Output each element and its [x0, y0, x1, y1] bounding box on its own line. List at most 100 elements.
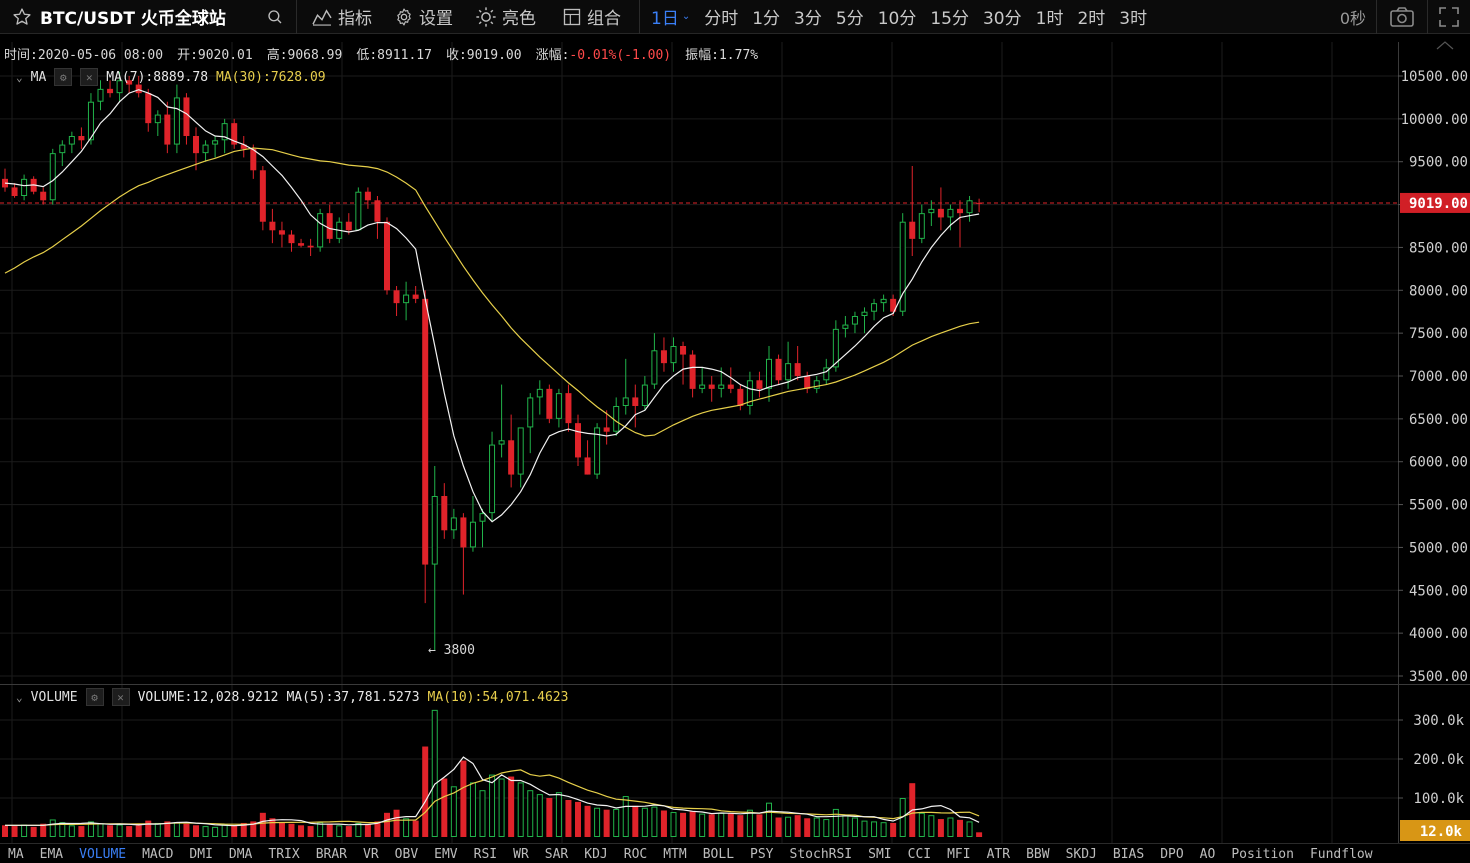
indicator-bbw[interactable]: BBW: [1026, 846, 1050, 862]
candle: [450, 508, 457, 539]
volume-bar: [670, 812, 677, 837]
indicator-stochrsi[interactable]: StochRSI: [789, 846, 853, 862]
camera-icon[interactable]: [1377, 6, 1427, 28]
toolbar: BTC/USDT 火币全球站 指标 设置 亮色 组合 1日 ⌄ 分时: [0, 0, 1470, 34]
indicator-boll[interactable]: BOLL: [702, 846, 735, 862]
fullscreen-icon[interactable]: [1428, 6, 1470, 28]
interval-10m[interactable]: 10分: [871, 0, 924, 34]
price-axis-label: 6500.00: [1409, 412, 1468, 428]
volume-bar: [928, 815, 935, 837]
candle-body: [403, 294, 410, 304]
indicator-dma[interactable]: DMA: [228, 846, 253, 862]
candle: [775, 354, 782, 385]
indicator-rsi[interactable]: RSI: [473, 846, 498, 862]
indicator-atr[interactable]: ATR: [986, 846, 1011, 862]
candle: [813, 376, 820, 394]
indicator-roc[interactable]: ROC: [623, 846, 648, 862]
indicator-kdj[interactable]: KDJ: [584, 846, 608, 862]
interval-2h[interactable]: 2时: [1070, 0, 1112, 34]
settings-button[interactable]: 设置: [380, 0, 461, 34]
volume-bar: [546, 798, 553, 837]
indicator-sar[interactable]: SAR: [544, 846, 569, 862]
candle: [59, 140, 66, 166]
interval-15m[interactable]: 15分: [923, 0, 976, 34]
candle: [412, 286, 419, 304]
indicator-bias[interactable]: BIAS: [1112, 846, 1145, 862]
indicator-trix[interactable]: TRIX: [268, 846, 300, 862]
volume-bar: [632, 805, 639, 837]
candle-body: [259, 170, 266, 222]
indicator-brar[interactable]: BRAR: [315, 846, 348, 862]
volume-bar: [861, 820, 868, 837]
candle-body: [393, 290, 400, 304]
candle-body: [212, 140, 219, 145]
indicator-ao[interactable]: AO: [1199, 846, 1216, 862]
favorite-star-icon[interactable]: [12, 7, 32, 27]
indicators-button[interactable]: 指标: [297, 0, 380, 34]
search-icon[interactable]: [266, 8, 284, 26]
indicator-mfi[interactable]: MFI: [947, 846, 971, 862]
indicator-vr[interactable]: VR: [363, 846, 379, 862]
interval-3h[interactable]: 3时: [1112, 0, 1154, 34]
theme-button[interactable]: 亮色: [461, 0, 544, 34]
interval-3m[interactable]: 3分: [787, 0, 829, 34]
low-price-marker: ← 3800: [428, 643, 475, 658]
volume-bar: [336, 825, 343, 837]
price-axis-label: 10000.00: [1401, 112, 1468, 128]
price-axis-label: 3500.00: [1409, 669, 1468, 685]
candle-body: [78, 136, 85, 141]
volume-bar: [565, 799, 572, 837]
indicator-mtm[interactable]: MTM: [663, 846, 687, 862]
indicator-fundflow[interactable]: Fundflow: [1309, 846, 1373, 862]
candle: [364, 187, 371, 209]
indicator-bar: MA EMA VOLUME MACD DMI DMA TRIX BRAR VR OBV EMV RSI…: [0, 845, 1470, 863]
interval-label: 30分: [982, 9, 1022, 29]
candle: [441, 483, 448, 539]
candle-body: [756, 380, 763, 389]
candle: [766, 346, 772, 402]
indicator-obv[interactable]: OBV: [394, 846, 419, 862]
volume-bar: [422, 746, 429, 837]
interval-30m[interactable]: 30分: [976, 0, 1029, 34]
indicator-skdj[interactable]: SKDJ: [1065, 846, 1097, 862]
candle-body: [871, 303, 878, 312]
candle: [221, 118, 228, 154]
interval-1m[interactable]: 1分: [745, 0, 787, 34]
candle-body: [842, 324, 849, 329]
indicator-volume[interactable]: VOLUME: [79, 846, 127, 862]
indicator-smi[interactable]: SMI: [868, 846, 892, 862]
volume-close-icon[interactable]: ✕: [111, 688, 130, 706]
sun-icon: [475, 6, 497, 28]
candle-body: [250, 148, 257, 171]
interval-tick[interactable]: 分时: [697, 0, 745, 34]
volume-bar: [871, 821, 878, 838]
interval-1d[interactable]: 1日 ⌄: [644, 0, 697, 34]
collapse-chevron-icon[interactable]: ⌄: [16, 70, 23, 84]
ma-close-icon[interactable]: ✕: [80, 68, 99, 86]
price-axis-label: 5500.00: [1409, 498, 1468, 514]
volume-settings-icon[interactable]: ⚙: [85, 688, 104, 706]
volume-bar: [823, 819, 830, 837]
interval-1h[interactable]: 1时: [1029, 0, 1071, 34]
indicator-dmi[interactable]: DMI: [189, 846, 213, 862]
indicator-ma[interactable]: MA: [8, 846, 24, 862]
indicator-emv[interactable]: EMV: [434, 846, 458, 862]
indicator-ema[interactable]: EMA: [39, 846, 64, 862]
interval-5m[interactable]: 5分: [829, 0, 871, 34]
layout-combo-button[interactable]: 组合: [544, 0, 639, 34]
candle-body: [899, 221, 906, 312]
indicator-position[interactable]: Position: [1231, 846, 1294, 862]
ma-settings-icon[interactable]: ⚙: [54, 68, 73, 86]
indicator-psy[interactable]: PSY: [750, 846, 774, 862]
indicator-macd[interactable]: MACD: [142, 846, 174, 862]
indicator-cci[interactable]: CCI: [907, 846, 932, 862]
volume-bar: [317, 822, 324, 837]
symbol-name[interactable]: BTC/USDT 火币全球站: [40, 9, 226, 29]
last-price-tag-label: 9019.00: [1409, 196, 1468, 212]
collapse-chevron-icon[interactable]: ⌄: [16, 690, 23, 704]
indicator-wr[interactable]: WR: [513, 846, 529, 862]
indicator-dpo[interactable]: DPO: [1160, 846, 1184, 862]
price-axis-label: 6000.00: [1409, 455, 1468, 471]
volume-bar: [479, 790, 486, 838]
